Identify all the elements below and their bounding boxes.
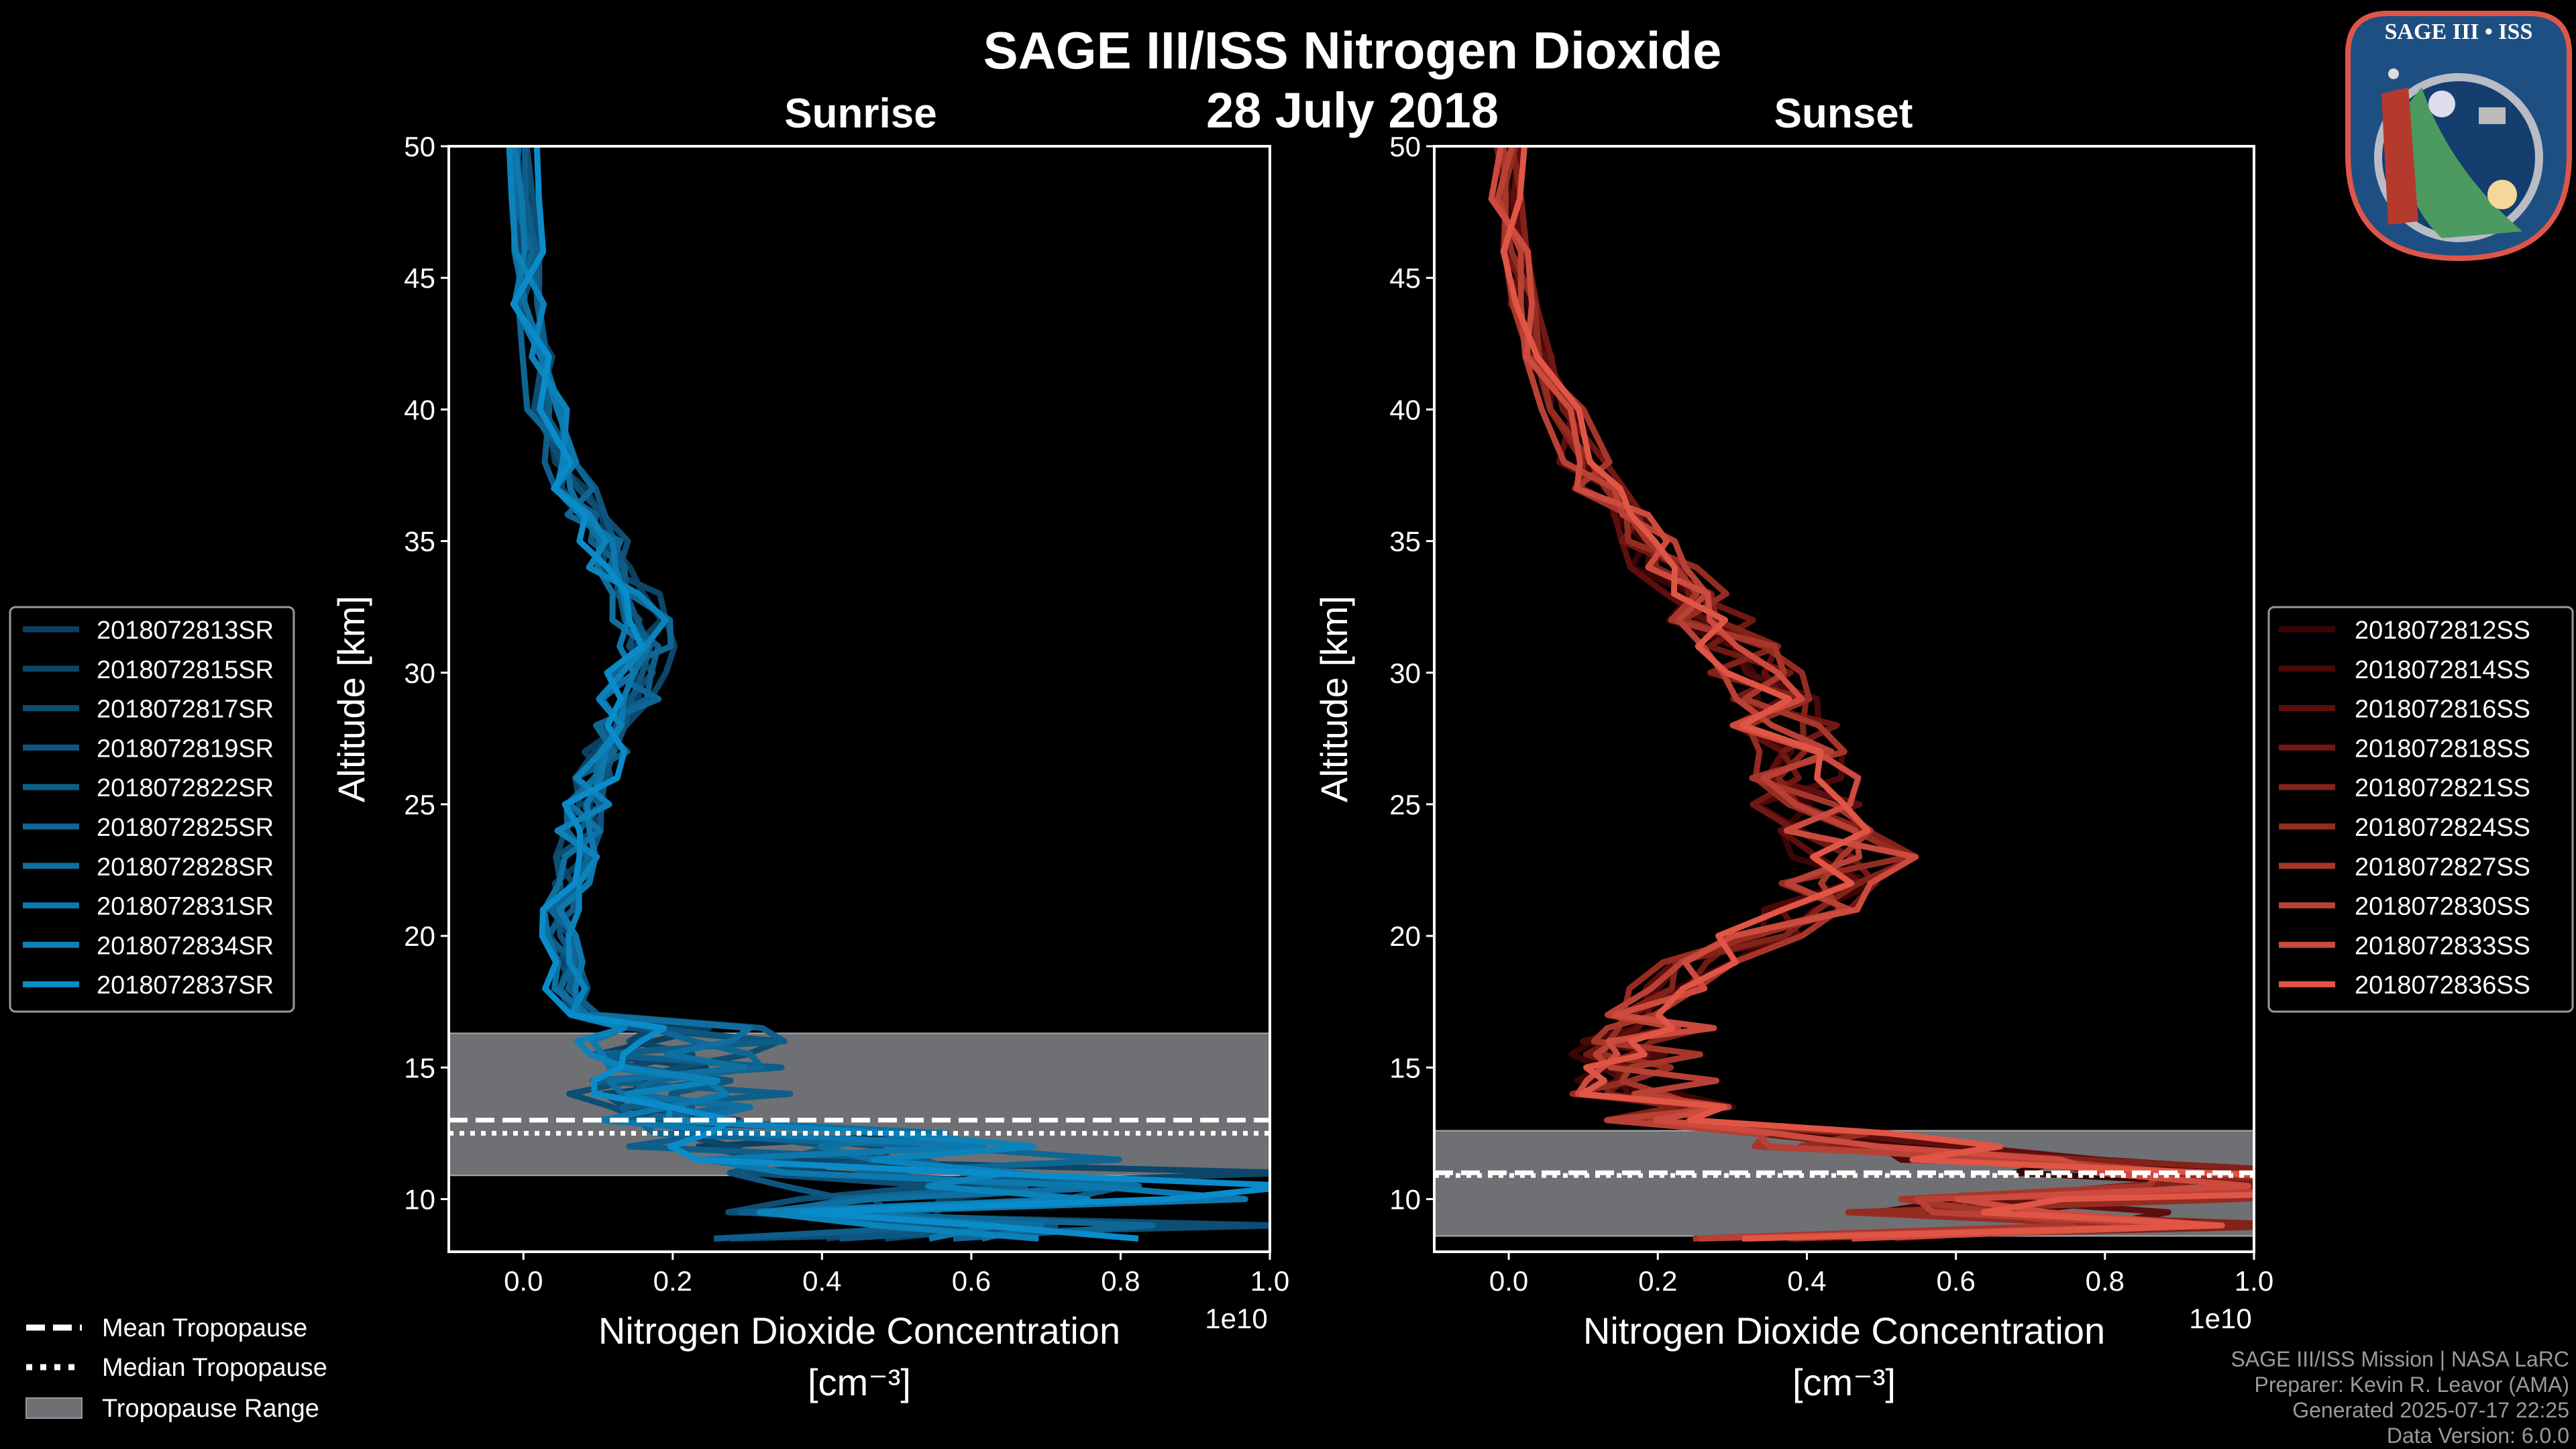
y-tick-label: 50 <box>1389 131 1421 162</box>
y-tick-label: 15 <box>404 1052 435 1083</box>
mean-tropopause-label: Mean Tropopause <box>102 1314 307 1342</box>
y-tick-label: 50 <box>404 131 435 162</box>
logo-title: SAGE III • ISS <box>2385 19 2533 44</box>
y-axis-label: Altitude [km] <box>330 596 372 802</box>
legend-label: 2018072815SR <box>97 656 274 684</box>
y-tick-label: 35 <box>404 526 435 557</box>
y-tick-label: 40 <box>404 394 435 425</box>
x-tick-label: 1.0 <box>1250 1265 1289 1297</box>
profile-line-2018072821SS <box>1509 146 2254 1242</box>
x-tick-label: 0.8 <box>2086 1265 2125 1297</box>
axes-frame <box>1433 145 2255 1253</box>
panel-title: Sunrise <box>784 91 936 137</box>
profile-line-2018072836SS <box>1500 146 2254 1242</box>
x-tick-label: 0.8 <box>1101 1265 1140 1297</box>
footer-credits: SAGE III/ISS Mission | NASA LaRC Prepare… <box>2231 1347 2569 1448</box>
y-tick-label: 45 <box>1389 262 1421 294</box>
legend-label: 2018072817SR <box>97 696 274 724</box>
profile-line-2018072830SS <box>1495 146 2254 1242</box>
figure-title: SAGE III/ISS Nitrogen Dioxide <box>983 21 1722 80</box>
x-axis-unit: [cm⁻³] <box>1792 1361 1896 1403</box>
series-legend: 2018072812SS 2018072814SS 2018072816SS 2018… <box>2267 606 2574 1013</box>
legend-label: 2018072822SR <box>97 774 274 802</box>
y-tick-label: 30 <box>1389 657 1421 689</box>
x-tick-label: 0.4 <box>802 1265 841 1297</box>
footer-line: Preparer: Kevin R. Leavor (AMA) <box>2255 1373 2570 1397</box>
x-tick-label: 0.2 <box>653 1265 692 1297</box>
x-tick-label: 0.4 <box>1787 1265 1826 1297</box>
legend-label: 2018072827SS <box>2355 853 2530 881</box>
legend-label: 2018072828SR <box>97 853 274 881</box>
y-axis-label: Altitude [km] <box>1313 596 1355 802</box>
y-tick-label: 20 <box>1389 920 1421 952</box>
legend-label: 2018072836SS <box>2355 971 2530 1000</box>
legend-label: 2018072831SR <box>97 893 274 921</box>
panel-title: Sunset <box>1774 91 1913 137</box>
x-tick-label: 0.6 <box>1936 1265 1975 1297</box>
tropopause-range-swatch <box>25 1397 83 1419</box>
y-tick-label: 10 <box>404 1184 435 1216</box>
legend-label: 2018072819SR <box>97 735 274 763</box>
footer-line: Data Version: 6.0.0 <box>2387 1424 2569 1448</box>
y-tick-label: 25 <box>404 789 435 820</box>
panel-sunset: 0.0 0.2 0.4 0.6 0.8 1.0 10 15 20 25 30 35 40 45 50 Suns… <box>1313 91 2574 1403</box>
y-tick-label: 30 <box>404 657 435 689</box>
sage-iii-iss-logo: SAGE III • ISS <box>2345 11 2572 262</box>
x-offset-text: 1e10 <box>2189 1303 2251 1334</box>
legend-label: 2018072824SS <box>2355 814 2530 842</box>
legend-label: 2018072813SR <box>97 616 274 645</box>
tropopause-legend: Mean Tropopause Median Tropopause Tropop… <box>25 1314 327 1423</box>
panel-sunrise: 0.0 0.2 0.4 0.6 0.8 1.0 10 15 20 25 30 35 40 45 50 Sunr… <box>9 91 1289 1403</box>
x-axis-label: Nitrogen Dioxide Concentration <box>1583 1309 2105 1352</box>
legend-label: 2018072834SR <box>97 932 274 960</box>
x-axis-unit: [cm⁻³] <box>808 1361 911 1403</box>
legend-label: 2018072816SS <box>2355 696 2530 724</box>
y-tick-label: 10 <box>1389 1184 1421 1216</box>
profile-line-2018072833SS <box>1488 146 2252 1242</box>
x-tick-label: 1.0 <box>2235 1265 2273 1297</box>
legend-label: 2018072830SS <box>2355 893 2530 921</box>
footer-line: Generated 2025-07-17 22:25 <box>2292 1398 2569 1422</box>
y-tick-label: 20 <box>404 920 435 952</box>
x-axis-label: Nitrogen Dioxide Concentration <box>598 1309 1120 1352</box>
legend-label: 2018072837SR <box>97 971 274 1000</box>
legend-label: 2018072825SR <box>97 814 274 842</box>
x-tick-label: 0.0 <box>504 1265 543 1297</box>
y-tick-label: 35 <box>1389 526 1421 557</box>
legend-label: 2018072833SS <box>2355 932 2530 960</box>
legend-label: 2018072812SS <box>2355 616 2530 645</box>
axes-frame <box>447 145 1271 1253</box>
y-tick-label: 25 <box>1389 789 1421 820</box>
profile-line-2018072827SS <box>1501 146 2163 1242</box>
y-tick-label: 45 <box>404 262 435 294</box>
legend-label: 2018072821SS <box>2355 774 2530 802</box>
legend-label: 2018072818SS <box>2355 735 2530 763</box>
profile-line-2018072816SS <box>1508 146 2254 1242</box>
profile-line-2018072837SR <box>510 146 1270 1242</box>
legend-label: 2018072814SS <box>2355 656 2530 684</box>
x-tick-label: 0.2 <box>1638 1265 1677 1297</box>
x-tick-label: 0.0 <box>1489 1265 1528 1297</box>
median-tropopause-label: Median Tropopause <box>102 1354 327 1382</box>
series-legend: 2018072813SR 2018072815SR 2018072817SR 2018… <box>9 606 295 1013</box>
footer-line: SAGE III/ISS Mission | NASA LaRC <box>2231 1347 2569 1371</box>
x-tick-label: 0.6 <box>952 1265 991 1297</box>
tropopause-range-label: Tropopause Range <box>102 1395 319 1423</box>
x-offset-text: 1e10 <box>1205 1303 1267 1334</box>
y-tick-label: 15 <box>1389 1052 1421 1083</box>
figure-date: 28 July 2018 <box>1206 83 1499 138</box>
y-tick-label: 40 <box>1389 394 1421 425</box>
